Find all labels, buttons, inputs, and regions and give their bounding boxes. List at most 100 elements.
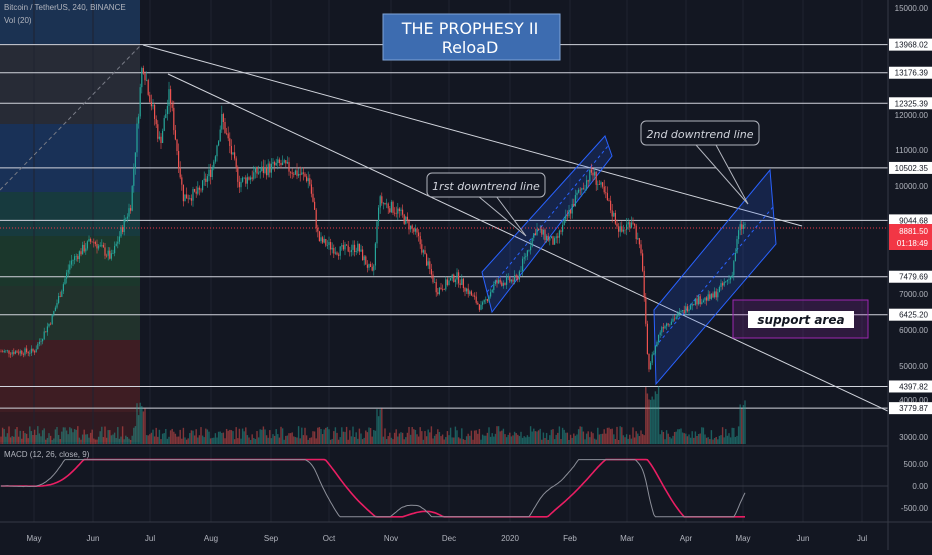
candle-body-17 <box>27 352 29 354</box>
volume-bar-284 <box>454 426 457 444</box>
volume-bar-179 <box>286 435 289 444</box>
volume-legend[interactable]: Vol (20) <box>4 16 32 25</box>
candle-body-287 <box>459 283 461 285</box>
candle-body-91 <box>146 80 148 81</box>
volume-bar-157 <box>251 434 253 444</box>
candle-body-308 <box>493 284 495 291</box>
volume-bar-93 <box>149 434 151 444</box>
volume-bar-71 <box>113 432 116 444</box>
symbol-legend[interactable]: Bitcoin / TetherUS, 240, BINANCE <box>4 3 126 12</box>
candle-body-320 <box>512 279 514 282</box>
volume-bar-408 <box>653 399 655 444</box>
volume-bar-40 <box>64 427 66 444</box>
volume-bar-42 <box>67 434 69 444</box>
volume-bar-357 <box>571 437 573 444</box>
candle-body-378 <box>605 192 607 194</box>
candle-body-205 <box>328 242 330 246</box>
volume-bar-99 <box>158 429 161 444</box>
volume-bar-427 <box>683 433 685 444</box>
volume-bar-76 <box>121 426 124 444</box>
volume-bar-132 <box>211 437 213 444</box>
volume-bar-27 <box>43 428 45 444</box>
volume-bar-355 <box>568 439 570 444</box>
candle-body-274 <box>438 287 440 295</box>
fib-zone-6 <box>0 286 140 340</box>
candle-body-240 <box>384 202 386 205</box>
candle-body-72 <box>115 243 117 246</box>
volume-bar-127 <box>203 437 205 444</box>
volume-bar-389 <box>622 435 625 444</box>
volume-bar-73 <box>117 427 119 444</box>
volume-bar-292 <box>467 433 469 444</box>
volume-bar-25 <box>40 436 42 444</box>
candle-body-386 <box>618 226 620 232</box>
candle-body-11 <box>18 352 20 354</box>
fib-diagonal <box>0 45 141 191</box>
time-label-0: May <box>26 534 41 543</box>
candle-body-105 <box>168 89 170 106</box>
candle-body-38 <box>61 291 63 297</box>
volume-bar-368 <box>589 437 591 444</box>
volume-bar-68 <box>109 430 111 444</box>
volume-bar-272 <box>435 434 437 444</box>
volume-bar-286 <box>457 437 460 444</box>
candle-body-327 <box>523 257 525 259</box>
candle-body-449 <box>718 287 720 293</box>
volume-bar-261 <box>417 436 420 444</box>
volume-bar-108 <box>173 431 175 444</box>
candle-body-450 <box>720 283 722 288</box>
volume-bar-137 <box>219 431 221 444</box>
candle-body-99 <box>158 136 160 139</box>
volume-bar-417 <box>667 433 669 444</box>
volume-bar-18 <box>29 426 31 444</box>
volume-bar-349 <box>558 426 561 444</box>
volume-bar-248 <box>397 436 399 444</box>
volume-bar-402 <box>643 435 645 444</box>
volume-bar-12 <box>19 430 21 444</box>
candle-body-33 <box>53 311 55 315</box>
level-tag-3: 10502.35 <box>895 164 929 173</box>
candle-body-343 <box>549 238 551 241</box>
candle-body-366 <box>586 180 588 189</box>
candle-body-139 <box>222 114 224 122</box>
macd-legend[interactable]: MACD (12, 26, close, 9) <box>4 450 90 459</box>
candle-body-438 <box>701 302 703 305</box>
time-axis-labels: May Jun Jul Aug Sep Oct Nov Dec 2020 Feb Mar Apr May… <box>26 534 867 543</box>
volume-bar-230 <box>368 427 370 444</box>
candle-body-434 <box>694 298 696 305</box>
candle-body-39 <box>62 284 64 292</box>
candle-body-425 <box>680 311 682 312</box>
volume-bar-256 <box>409 434 412 444</box>
price-tick-2: 11000.00 <box>895 146 928 155</box>
volume-bar-373 <box>597 427 599 444</box>
volume-bar-192 <box>307 439 309 444</box>
candle-body-40 <box>64 278 66 285</box>
candle-body-296 <box>474 295 476 297</box>
volume-bar-30 <box>48 433 50 444</box>
candle-body-200 <box>320 237 322 242</box>
candle-body-293 <box>469 291 471 295</box>
candle-body-206 <box>330 242 332 250</box>
candle-body-63 <box>101 244 103 246</box>
volume-bar-63 <box>101 426 103 444</box>
volume-bar-381 <box>609 429 612 444</box>
volume-bar-203 <box>325 427 327 444</box>
volume-bar-32 <box>51 439 53 444</box>
volume-bar-431 <box>689 437 692 444</box>
volume-bar-358 <box>573 433 575 444</box>
candle-body-194 <box>310 184 312 194</box>
volume-bar-38 <box>61 431 63 444</box>
candle-body-187 <box>299 173 301 175</box>
volume-bar-324 <box>518 436 521 444</box>
candle-body-15 <box>24 348 26 355</box>
volume-bar-449 <box>718 435 721 444</box>
candle-body-275 <box>440 287 442 290</box>
volume-bar-430 <box>688 434 690 444</box>
volume-bar-173 <box>277 434 279 444</box>
candle-body-231 <box>370 264 372 267</box>
level-tag-1: 13176.39 <box>895 69 929 78</box>
volume-bar-422 <box>675 431 677 444</box>
candle-body-80 <box>128 208 130 217</box>
candle-body-346 <box>554 238 556 245</box>
